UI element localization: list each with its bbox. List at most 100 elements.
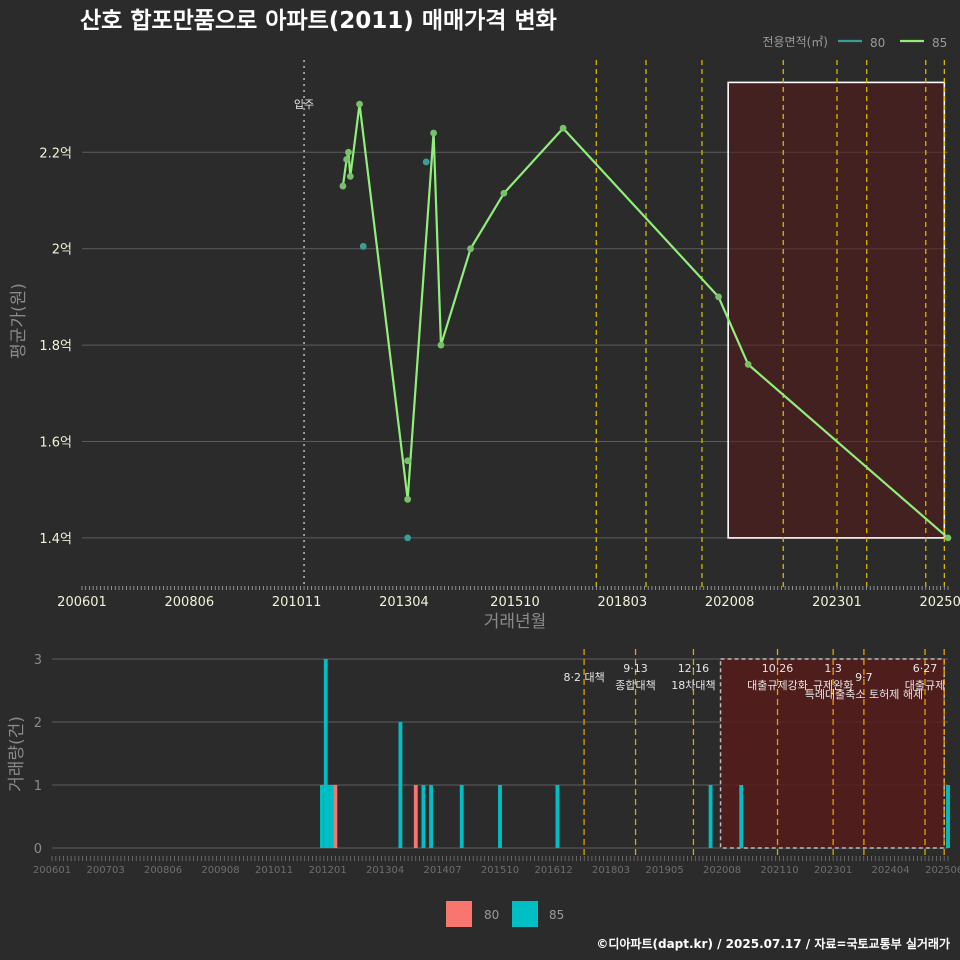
volume-x-tick-label: 200908 <box>201 865 239 876</box>
highlight-region <box>727 81 946 539</box>
chart-title: 산호 합포만품으로 아파트(2011) 매매가격 변화 <box>80 8 557 34</box>
policy-annotation: 9·13 <box>623 662 648 675</box>
series-85-point <box>339 182 347 190</box>
price-y-tick-label: 1.6억 <box>39 436 72 451</box>
series-85-point <box>437 341 445 349</box>
series-85-point <box>467 245 474 253</box>
series-85-point <box>500 189 508 197</box>
volume-bar-85 <box>323 659 328 848</box>
price-x-tick-label: 201304 <box>379 595 429 610</box>
volume-x-tick-label: 201905 <box>646 865 684 876</box>
legend-bottom-80-label: 80 <box>484 908 499 922</box>
price-x-tick-label: 201510 <box>490 595 540 610</box>
price-y-axis-title: 평균가(원) <box>9 283 29 359</box>
volume-bar-85 <box>498 785 502 848</box>
volume-y-tick-label: 1 <box>34 779 42 794</box>
series-80-point <box>404 534 412 542</box>
series-85-line <box>341 102 949 539</box>
volume-bar-85 <box>739 785 744 848</box>
price-x-tick-label: 202301 <box>812 595 862 610</box>
legend-bottom: 80 85 <box>446 901 564 927</box>
volume-bar-85 <box>459 785 464 848</box>
legend-bottom-85-label: 85 <box>549 908 564 922</box>
price-y-tick-label: 2.2억 <box>39 146 72 161</box>
policy-annotation: 규제완화 <box>813 679 853 692</box>
volume-x-tick-label: 201201 <box>309 865 347 876</box>
price-x-tick-label: 200601 <box>57 595 107 610</box>
volume-bar-85 <box>421 785 426 848</box>
legend-top: 전용면적(㎡) 80 85 <box>762 35 947 50</box>
series-85-point <box>559 124 567 132</box>
movein-label: 입주 <box>294 98 314 111</box>
policy-annotation: 1·3 <box>824 662 842 675</box>
volume-y-tick-label: 0 <box>34 842 42 857</box>
policy-annotation: 6·27 <box>913 662 938 675</box>
policy-annotation: 특례대출축소 토허제 해제 <box>805 687 923 701</box>
legend-bottom-80-swatch <box>446 901 472 927</box>
volume-bar-85 <box>320 785 324 848</box>
volume-x-tick-label: 201510 <box>481 865 519 876</box>
policy-annotation: 9·7 <box>855 671 873 684</box>
volume-x-tick-label: 202404 <box>871 865 909 876</box>
volume-panel: 0 1 2 3 8·2 대책 9·13 종합대책 12·16 18차대책 10·26 대출규제강화 1… <box>7 649 960 876</box>
volume-x-tick-label: 201803 <box>592 865 630 876</box>
policy-annotation: 12·16 <box>678 662 710 675</box>
volume-y-axis-title: 거래량(건) <box>7 716 27 792</box>
volume-x-tick-label: 201304 <box>366 865 404 876</box>
series-85-point <box>744 360 752 368</box>
volume-bar-85 <box>429 785 433 848</box>
series-85-point <box>345 148 352 156</box>
volume-bar-85 <box>946 785 950 848</box>
price-y-tick-label: 1.8억 <box>39 339 72 354</box>
price-y-tick-label: 1.4억 <box>39 532 72 547</box>
volume-x-tick-label: 200601 <box>33 865 71 876</box>
policy-annotation: 10·26 <box>762 662 794 675</box>
volume-y-tick-label: 2 <box>34 716 42 731</box>
volume-bar-85 <box>325 785 330 848</box>
series-85-point <box>343 156 350 163</box>
series-85-point <box>944 534 952 542</box>
policy-annotation: 18차대책 <box>671 679 715 692</box>
price-x-axis-title: 거래년월 <box>484 612 547 632</box>
price-x-tick-label: 202008 <box>705 595 755 610</box>
volume-x-tick-label: 202506 <box>925 865 960 876</box>
policy-annotation: 대출규제 <box>905 679 945 692</box>
volume-x-tick-label: 201612 <box>535 865 573 876</box>
series-85-point <box>356 100 363 108</box>
volume-bar-85 <box>329 785 334 848</box>
policy-annotation: 종합대책 <box>615 679 655 692</box>
policy-annotation: 8·2 대책 <box>563 671 604 684</box>
series-85-point <box>404 457 412 465</box>
price-x-tick-label: 200806 <box>165 595 215 610</box>
legend-bottom-85-swatch <box>512 901 538 927</box>
volume-y-tick-label: 3 <box>34 653 42 668</box>
series-80-point <box>422 158 430 166</box>
volume-bar-85 <box>708 785 713 848</box>
legend-80-label: 80 <box>870 36 885 50</box>
credit-text: ©디아파트(dapt.kr) / 2025.07.17 / 자료=국토교통부 실… <box>596 936 950 951</box>
volume-x-tick-label: 201407 <box>423 865 461 876</box>
price-panel: 1.4억 1.6억 1.8억 2억 2.2억 입주 200601 200806 201011 20… <box>9 60 960 632</box>
volume-bar-85 <box>398 722 403 848</box>
series-85-point <box>404 495 412 503</box>
price-x-tick-label: 202506 <box>919 595 960 610</box>
volume-bar-85 <box>555 785 560 848</box>
volume-highlight-region <box>719 658 945 849</box>
series-85-point <box>346 173 354 180</box>
policy-annotation: 대출규제강화 <box>747 679 808 692</box>
series-85-point <box>430 129 437 137</box>
legend-85-label: 85 <box>932 36 947 50</box>
series-80-point <box>359 242 367 250</box>
volume-x-tick-label: 201011 <box>255 865 293 876</box>
volume-x-tick-label: 202008 <box>703 865 741 876</box>
volume-x-tick-label: 200703 <box>87 865 125 876</box>
volume-x-tick-label: 202301 <box>814 865 852 876</box>
price-x-tick-label: 201011 <box>272 595 322 610</box>
legend-top-title: 전용면적(㎡) <box>762 35 828 49</box>
price-y-tick-label: 2억 <box>52 243 72 258</box>
volume-x-tick-label: 202110 <box>760 865 798 876</box>
volume-bar-80 <box>413 785 418 848</box>
price-x-tick-label: 201803 <box>598 595 648 610</box>
volume-bar-80 <box>333 785 338 848</box>
